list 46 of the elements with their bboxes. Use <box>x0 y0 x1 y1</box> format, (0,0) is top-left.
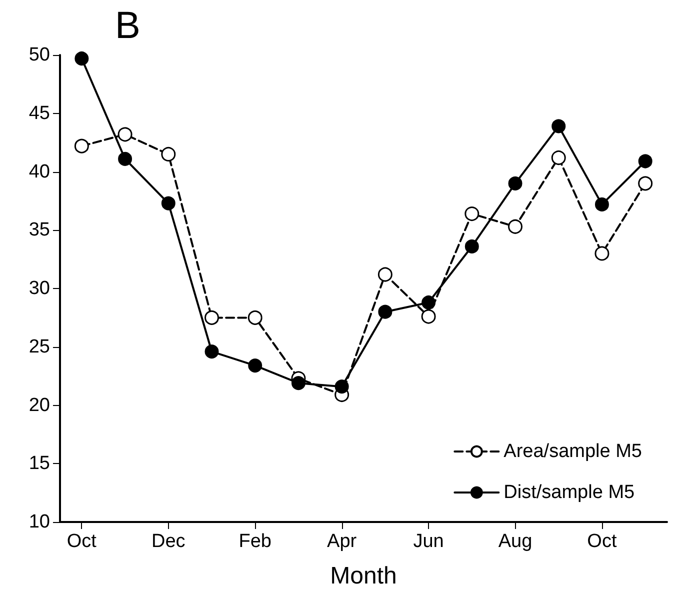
point <box>248 358 262 373</box>
x-tick-label: Oct <box>66 531 98 552</box>
chart-title: B <box>115 5 140 47</box>
point <box>508 176 522 190</box>
y-tick-label: 35 <box>28 220 50 241</box>
x-tick-label: Oct <box>587 531 618 552</box>
x-tick-label: Apr <box>327 531 358 552</box>
point <box>118 152 132 166</box>
point <box>74 52 89 66</box>
y-tick-label: 30 <box>28 278 50 299</box>
point <box>638 176 653 191</box>
point <box>118 127 132 142</box>
x-tick-label: Dec <box>151 531 186 552</box>
x-axis-title: Month <box>330 562 397 590</box>
point <box>291 376 306 390</box>
y-tick-label: 25 <box>28 336 50 358</box>
point <box>464 239 479 254</box>
y-tick-label: 40 <box>28 161 50 182</box>
point <box>464 206 480 222</box>
point <box>161 146 176 162</box>
legend-label: Dist/sample M5 <box>504 482 635 503</box>
point <box>334 380 349 394</box>
x-tick-label: Aug <box>498 531 532 552</box>
y-tick-label: 10 <box>28 512 50 532</box>
y-tick-label: 50 <box>28 44 50 66</box>
point <box>638 154 652 168</box>
point <box>508 219 522 234</box>
point <box>422 296 436 310</box>
point <box>594 197 609 212</box>
point <box>551 150 566 165</box>
point <box>594 246 610 261</box>
point <box>204 344 219 359</box>
point <box>421 309 436 324</box>
y-tick-label: 20 <box>28 394 50 416</box>
point <box>378 304 392 319</box>
point <box>248 310 262 325</box>
point <box>552 119 566 134</box>
point <box>204 310 219 325</box>
point <box>161 196 176 210</box>
x-tick-label: Feb <box>238 531 272 552</box>
x-tick-label: Jun <box>413 531 444 552</box>
point <box>378 267 392 282</box>
y-tick-label: 45 <box>28 102 50 124</box>
legend-label: Area/sample M5 <box>504 441 642 462</box>
point <box>74 138 89 154</box>
y-tick-label: 15 <box>28 453 50 474</box>
